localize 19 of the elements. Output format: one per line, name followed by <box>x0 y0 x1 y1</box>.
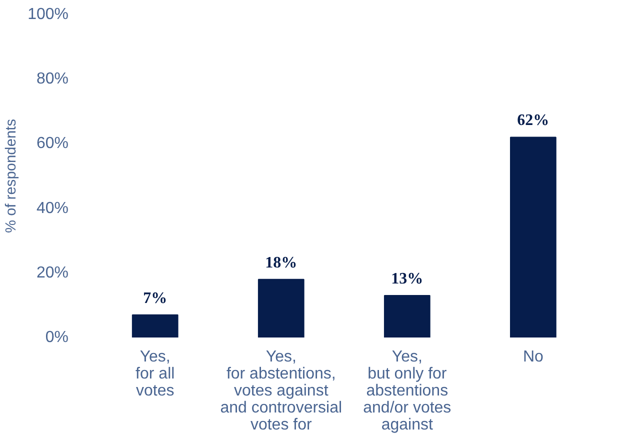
y-tick-label: 100% <box>28 6 68 23</box>
y-axis-title: % of respondents <box>4 118 20 234</box>
data-label: 13% <box>391 270 424 288</box>
bar <box>132 314 178 338</box>
x-tick-label: No <box>522 348 544 366</box>
y-tick-label: 20% <box>36 264 69 282</box>
y-tick-label: 0% <box>45 329 68 346</box>
data-label: 62% <box>517 112 550 130</box>
data-label: 18% <box>265 254 298 272</box>
y-tick-label: 40% <box>36 200 69 217</box>
bar <box>258 278 304 338</box>
bar <box>384 295 430 338</box>
bar <box>510 136 556 338</box>
y-tick-label: 80% <box>36 70 69 88</box>
x-tick-label: Yes, for abstentions, votes against and controversial votes for <box>220 348 342 434</box>
x-tick-label: Yes, for all votes <box>136 348 175 400</box>
data-label: 7% <box>143 290 168 307</box>
y-tick-label: 60% <box>36 135 69 152</box>
x-tick-label: Yes, but only for abstentions and/or votes against <box>363 348 452 434</box>
